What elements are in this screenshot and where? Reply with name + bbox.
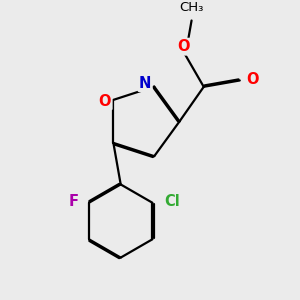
Text: O: O [177, 39, 190, 54]
Text: O: O [246, 72, 259, 87]
Text: N: N [139, 76, 151, 91]
Text: O: O [99, 94, 111, 109]
Text: F: F [69, 194, 79, 209]
Text: CH₃: CH₃ [179, 1, 204, 14]
Text: Cl: Cl [164, 194, 180, 209]
